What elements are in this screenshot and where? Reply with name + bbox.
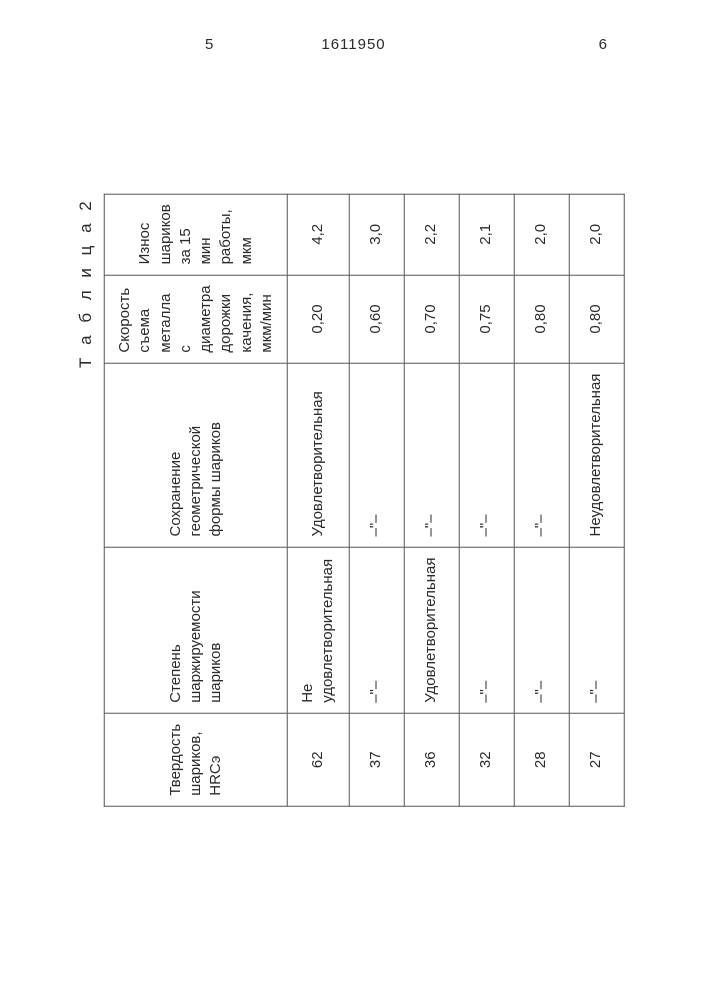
cell-shape: –"– <box>514 363 569 547</box>
cell-shape: Неудовлетворительная <box>569 363 624 547</box>
table-row: 27 –"– Неудовлетворительная 0,80 2,0 <box>569 194 624 806</box>
page-number-left: 5 <box>205 36 213 53</box>
cell-rate: 0,60 <box>349 275 404 363</box>
cell-wear: 2,2 <box>404 194 459 275</box>
cell-hrc: 62 <box>287 713 349 806</box>
table-row: 62 Не удовлетворительная Удовлетворитель… <box>287 194 349 806</box>
col-header-wear: Износ шариков за 15 мин работы, мкм <box>104 194 287 275</box>
cell-rate: 0,80 <box>569 275 624 363</box>
col-header-rate: Скорость съема ме­талла с диаметра дорож… <box>104 275 287 363</box>
cell-shape: Удовлетворительная <box>287 363 349 547</box>
document-number: 1611950 <box>321 36 385 53</box>
table-row: 32 –"– –"– 0,75 2,1 <box>459 194 514 806</box>
data-table: Твердость шари­ков, HRCэ Степень шаржиру… <box>104 193 625 806</box>
table-header-row: Твердость шари­ков, HRCэ Степень шаржиру… <box>104 194 287 806</box>
cell-shape: –"– <box>459 363 514 547</box>
cell-rate: 0,70 <box>404 275 459 363</box>
cell-wear: 2,0 <box>569 194 624 275</box>
table-label: Т а б л и ц а 2 <box>76 197 96 806</box>
cell-rate: 0,20 <box>287 275 349 363</box>
cell-hrc: 27 <box>569 713 624 806</box>
cell-hrc: 28 <box>514 713 569 806</box>
cell-wear: 2,1 <box>459 194 514 275</box>
cell-charge: –"– <box>459 547 514 713</box>
cell-hrc: 37 <box>349 713 404 806</box>
cell-rate: 0,75 <box>459 275 514 363</box>
cell-hrc: 32 <box>459 713 514 806</box>
col-header-hardness: Твердость шари­ков, HRCэ <box>104 713 287 806</box>
table-row: 36 Удовлетворительная –"– 0,70 2,2 <box>404 194 459 806</box>
cell-shape: –"– <box>349 363 404 547</box>
cell-rate: 0,80 <box>514 275 569 363</box>
cell-charge: –"– <box>349 547 404 713</box>
cell-shape: –"– <box>404 363 459 547</box>
col-header-charge: Степень шаржируемости шариков <box>104 547 287 713</box>
cell-charge: Не удовлетворительная <box>287 547 349 713</box>
cell-hrc: 36 <box>404 713 459 806</box>
cell-charge: –"– <box>569 547 624 713</box>
table-row: 37 –"– –"– 0,60 3,0 <box>349 194 404 806</box>
cell-charge: –"– <box>514 547 569 713</box>
cell-wear: 2,0 <box>514 194 569 275</box>
cell-wear: 3,0 <box>349 194 404 275</box>
col-header-shape: Сохранение геометрической формы шариков <box>104 363 287 547</box>
cell-charge: Удовлетворительная <box>404 547 459 713</box>
cell-wear: 4,2 <box>287 194 349 275</box>
page-number-right: 6 <box>599 36 607 53</box>
table-row: 28 –"– –"– 0,80 2,0 <box>514 194 569 806</box>
table-region: Т а б л и ц а 2 Твердость шари­ков, HRCэ… <box>76 193 625 806</box>
